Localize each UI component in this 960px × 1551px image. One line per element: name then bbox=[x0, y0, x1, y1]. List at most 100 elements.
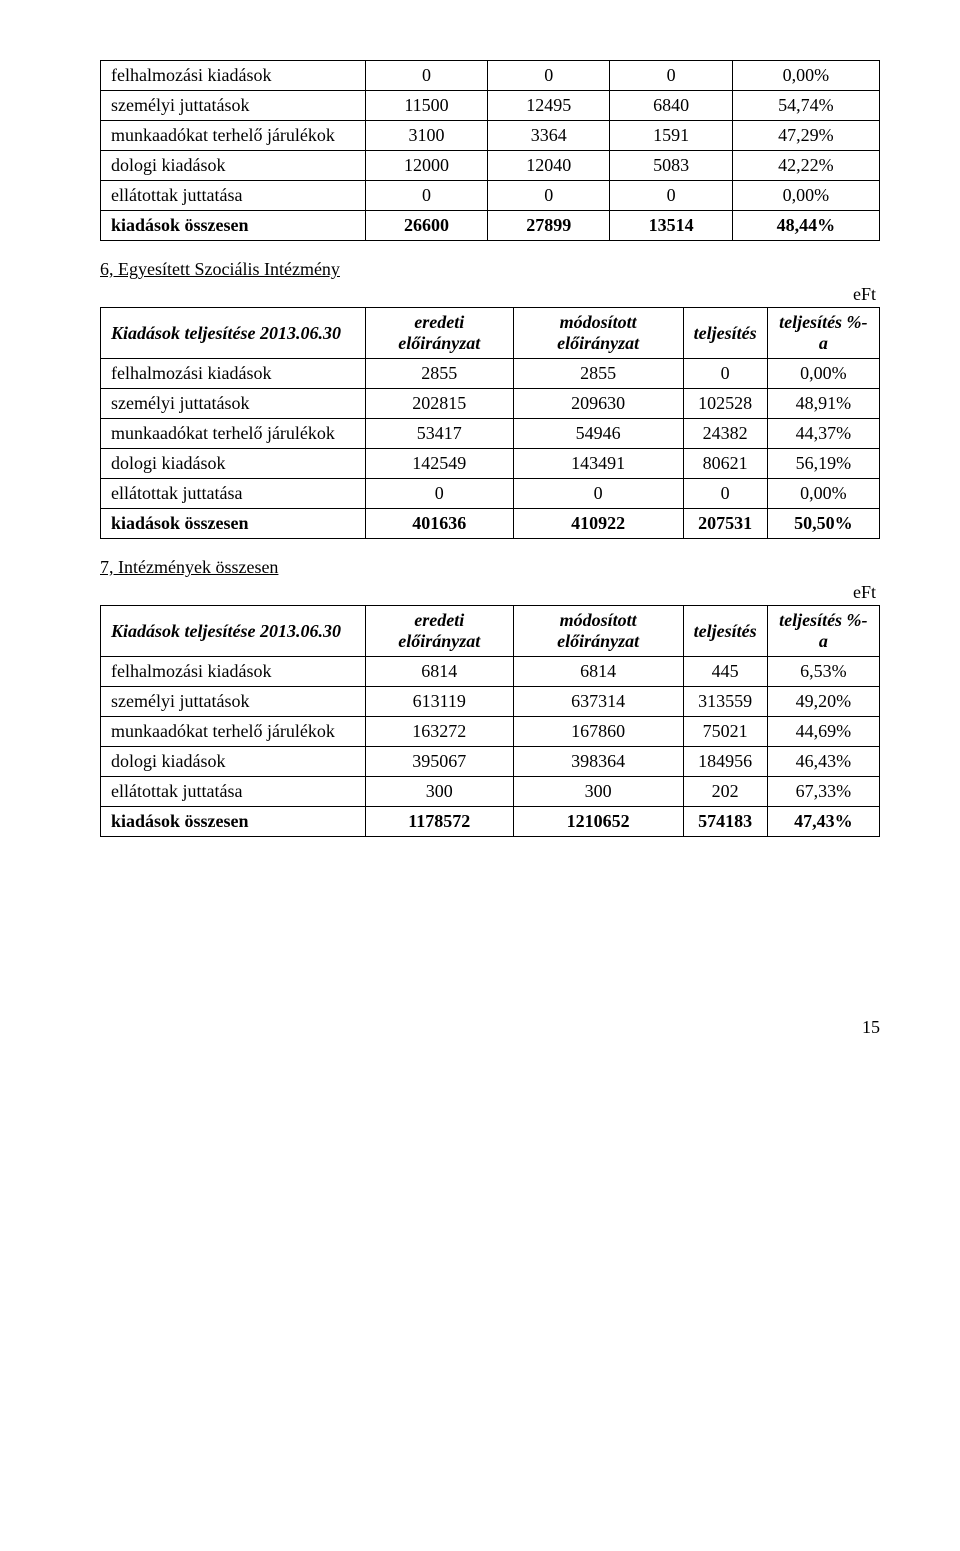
cell: 0,00% bbox=[767, 479, 879, 509]
cell: 46,43% bbox=[767, 747, 879, 777]
cell: 67,33% bbox=[767, 777, 879, 807]
unit-label: eFt bbox=[100, 284, 876, 305]
cell: 313559 bbox=[683, 687, 767, 717]
row-label: ellátottak juttatása bbox=[101, 181, 366, 211]
budget-table-top: felhalmozási kiadások 0 0 0 0,00% személ… bbox=[100, 60, 880, 241]
cell: 0 bbox=[365, 61, 487, 91]
cell: 0 bbox=[513, 479, 683, 509]
budget-table-6: Kiadások teljesítése 2013.06.30 eredeti … bbox=[100, 307, 880, 539]
cell: 202 bbox=[683, 777, 767, 807]
cell: 0,00% bbox=[767, 359, 879, 389]
table-row: személyi juttatások 613119 637314 313559… bbox=[101, 687, 880, 717]
table-row: ellátottak juttatása 0 0 0 0,00% bbox=[101, 479, 880, 509]
cell: 2855 bbox=[513, 359, 683, 389]
row-label: ellátottak juttatása bbox=[101, 479, 366, 509]
cell: 54946 bbox=[513, 419, 683, 449]
table-row: felhalmozási kiadások 0 0 0 0,00% bbox=[101, 61, 880, 91]
cell: 2855 bbox=[365, 359, 513, 389]
table-row-total: kiadások összesen 1178572 1210652 574183… bbox=[101, 807, 880, 837]
row-label: felhalmozási kiadások bbox=[101, 359, 366, 389]
cell: 184956 bbox=[683, 747, 767, 777]
header-cell: eredeti előirányzat bbox=[365, 606, 513, 657]
table-row: munkaadókat terhelő járulékok 53417 5494… bbox=[101, 419, 880, 449]
cell: 613119 bbox=[365, 687, 513, 717]
cell: 300 bbox=[365, 777, 513, 807]
cell: 0 bbox=[683, 359, 767, 389]
cell: 0 bbox=[610, 181, 732, 211]
cell: 54,74% bbox=[732, 91, 879, 121]
header-cell: teljesítés bbox=[683, 308, 767, 359]
cell: 167860 bbox=[513, 717, 683, 747]
cell: 42,22% bbox=[732, 151, 879, 181]
cell: 0 bbox=[365, 181, 487, 211]
cell: 12040 bbox=[488, 151, 610, 181]
table-row: ellátottak juttatása 300 300 202 67,33% bbox=[101, 777, 880, 807]
row-label: személyi juttatások bbox=[101, 389, 366, 419]
cell: 0 bbox=[365, 479, 513, 509]
cell: 401636 bbox=[365, 509, 513, 539]
row-label: ellátottak juttatása bbox=[101, 777, 366, 807]
page-number: 15 bbox=[100, 1017, 880, 1038]
cell: 3364 bbox=[488, 121, 610, 151]
cell: 3100 bbox=[365, 121, 487, 151]
cell: 102528 bbox=[683, 389, 767, 419]
row-label: munkaadókat terhelő járulékok bbox=[101, 717, 366, 747]
table-row: személyi juttatások 202815 209630 102528… bbox=[101, 389, 880, 419]
row-label: felhalmozási kiadások bbox=[101, 61, 366, 91]
header-cell: eredeti előirányzat bbox=[365, 308, 513, 359]
cell: 0 bbox=[683, 479, 767, 509]
row-label: dologi kiadások bbox=[101, 151, 366, 181]
table-row: munkaadókat terhelő járulékok 3100 3364 … bbox=[101, 121, 880, 151]
row-label: munkaadókat terhelő járulékok bbox=[101, 121, 366, 151]
cell: 50,50% bbox=[767, 509, 879, 539]
cell: 398364 bbox=[513, 747, 683, 777]
table-header-row: Kiadások teljesítése 2013.06.30 eredeti … bbox=[101, 606, 880, 657]
header-cell: teljesítés %-a bbox=[767, 308, 879, 359]
cell: 26600 bbox=[365, 211, 487, 241]
cell: 143491 bbox=[513, 449, 683, 479]
cell: 0 bbox=[610, 61, 732, 91]
table-row: dologi kiadások 142549 143491 80621 56,1… bbox=[101, 449, 880, 479]
cell: 300 bbox=[513, 777, 683, 807]
cell: 75021 bbox=[683, 717, 767, 747]
cell: 53417 bbox=[365, 419, 513, 449]
cell: 47,29% bbox=[732, 121, 879, 151]
cell: 80621 bbox=[683, 449, 767, 479]
table-row: felhalmozási kiadások 2855 2855 0 0,00% bbox=[101, 359, 880, 389]
cell: 24382 bbox=[683, 419, 767, 449]
table-row: dologi kiadások 12000 12040 5083 42,22% bbox=[101, 151, 880, 181]
table-row-total: kiadások összesen 26600 27899 13514 48,4… bbox=[101, 211, 880, 241]
cell: 47,43% bbox=[767, 807, 879, 837]
cell: 0,00% bbox=[732, 61, 879, 91]
table-row: felhalmozási kiadások 6814 6814 445 6,53… bbox=[101, 657, 880, 687]
cell: 445 bbox=[683, 657, 767, 687]
cell: 12495 bbox=[488, 91, 610, 121]
table-row: dologi kiadások 395067 398364 184956 46,… bbox=[101, 747, 880, 777]
row-label: kiadások összesen bbox=[101, 807, 366, 837]
row-label: személyi juttatások bbox=[101, 91, 366, 121]
cell: 27899 bbox=[488, 211, 610, 241]
cell: 163272 bbox=[365, 717, 513, 747]
cell: 6,53% bbox=[767, 657, 879, 687]
row-label: dologi kiadások bbox=[101, 747, 366, 777]
table-row: munkaadókat terhelő járulékok 163272 167… bbox=[101, 717, 880, 747]
header-cell: Kiadások teljesítése 2013.06.30 bbox=[101, 606, 366, 657]
header-cell: módosított előirányzat bbox=[513, 606, 683, 657]
cell: 49,20% bbox=[767, 687, 879, 717]
cell: 410922 bbox=[513, 509, 683, 539]
header-cell: teljesítés bbox=[683, 606, 767, 657]
cell: 48,44% bbox=[732, 211, 879, 241]
cell: 6840 bbox=[610, 91, 732, 121]
section-title-6: 6, Egyesített Szociális Intézmény bbox=[100, 259, 880, 280]
cell: 1591 bbox=[610, 121, 732, 151]
cell: 574183 bbox=[683, 807, 767, 837]
cell: 1178572 bbox=[365, 807, 513, 837]
header-cell: teljesítés %-a bbox=[767, 606, 879, 657]
header-cell: Kiadások teljesítése 2013.06.30 bbox=[101, 308, 366, 359]
cell: 56,19% bbox=[767, 449, 879, 479]
table-row: személyi juttatások 11500 12495 6840 54,… bbox=[101, 91, 880, 121]
cell: 0 bbox=[488, 181, 610, 211]
row-label: kiadások összesen bbox=[101, 509, 366, 539]
cell: 44,37% bbox=[767, 419, 879, 449]
row-label: dologi kiadások bbox=[101, 449, 366, 479]
